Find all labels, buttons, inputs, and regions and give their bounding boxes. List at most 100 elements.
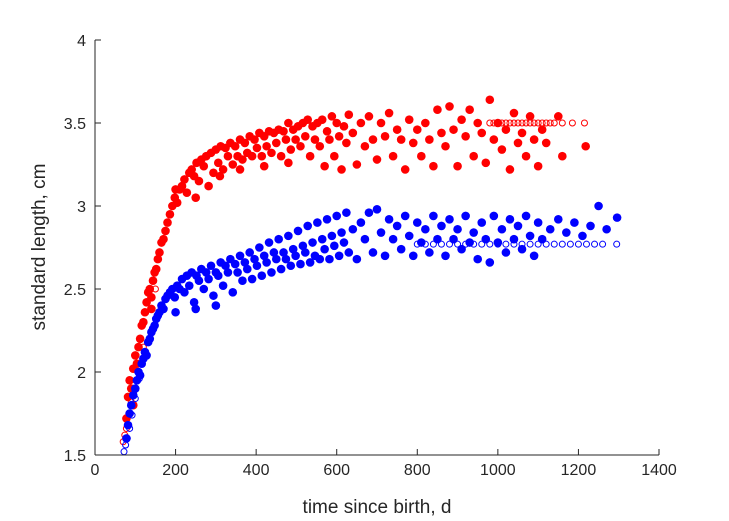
- data-point: [602, 224, 611, 234]
- data-point: [250, 254, 259, 264]
- data-point: [594, 201, 603, 211]
- data-point: [191, 193, 201, 202]
- data-point-open: [574, 240, 582, 248]
- x-tick-label: 600: [323, 462, 350, 479]
- data-point: [161, 226, 170, 236]
- data-point: [140, 307, 150, 317]
- data-point: [449, 125, 458, 134]
- data-point: [147, 293, 156, 302]
- data-point: [247, 151, 257, 161]
- x-tick-label: 1000: [480, 462, 516, 479]
- data-point: [170, 293, 180, 302]
- data-point: [148, 276, 158, 286]
- data-point: [322, 127, 332, 136]
- data-point: [404, 231, 414, 241]
- data-point: [215, 171, 225, 181]
- data-point-open: [546, 119, 554, 127]
- data-point: [276, 151, 286, 161]
- data-point-open: [498, 119, 506, 127]
- data-point: [218, 281, 228, 290]
- data-point: [235, 251, 245, 261]
- data-point: [204, 274, 213, 284]
- y-tick-label: 3.5: [64, 116, 86, 133]
- y-tick-label: 1.5: [64, 448, 86, 465]
- data-point: [513, 138, 523, 148]
- data-point: [332, 118, 342, 128]
- data-point: [489, 211, 499, 221]
- data-point: [209, 291, 218, 300]
- data-point: [199, 161, 209, 171]
- data-point: [317, 234, 327, 244]
- data-point: [267, 268, 276, 277]
- data-point: [334, 251, 344, 261]
- data-point-open: [534, 119, 542, 127]
- data-point: [509, 108, 519, 118]
- data-point: [252, 143, 262, 153]
- data-point: [223, 268, 233, 277]
- data-point: [342, 208, 351, 217]
- x-tick-label: 0: [91, 462, 100, 479]
- data-point: [368, 248, 378, 257]
- data-point: [380, 131, 390, 141]
- data-point: [529, 135, 539, 144]
- data-point: [300, 248, 310, 257]
- data-point: [529, 251, 539, 261]
- data-point: [545, 224, 555, 234]
- data-point: [252, 261, 262, 271]
- data-point: [230, 141, 240, 151]
- data-point: [421, 118, 430, 128]
- data-point-open: [510, 119, 518, 127]
- data-point-open: [502, 119, 510, 127]
- data-point: [461, 211, 470, 221]
- data-point: [493, 238, 503, 247]
- data-point-open: [128, 411, 136, 419]
- data-point: [325, 254, 334, 264]
- data-point: [303, 115, 313, 124]
- data-point: [250, 135, 259, 144]
- data-point: [553, 214, 563, 224]
- data-point: [171, 185, 180, 194]
- x-tick-label: 200: [162, 462, 189, 479]
- data-point: [344, 110, 354, 119]
- data-point: [376, 118, 386, 128]
- data-point: [240, 138, 250, 148]
- data-point-open: [591, 240, 599, 248]
- data-point: [485, 95, 495, 105]
- data-point: [130, 351, 140, 360]
- data-point: [473, 254, 483, 264]
- data-point-open: [526, 240, 534, 248]
- data-point: [396, 135, 406, 144]
- data-point: [322, 214, 332, 224]
- data-point-open: [534, 240, 542, 248]
- data-point: [259, 251, 269, 261]
- data-point: [337, 165, 346, 174]
- data-point-open: [120, 448, 128, 456]
- data-point: [199, 284, 209, 294]
- data-point: [525, 231, 535, 241]
- data-point: [356, 118, 366, 128]
- data-point: [469, 151, 478, 161]
- data-point: [194, 276, 204, 286]
- data-point: [286, 261, 296, 271]
- data-point: [481, 158, 491, 168]
- data-point: [469, 228, 478, 237]
- x-tick-label: 1400: [641, 462, 677, 479]
- data-point: [189, 297, 199, 307]
- data-point: [180, 175, 189, 184]
- data-point: [477, 128, 487, 138]
- data-point-open: [437, 240, 445, 248]
- data-point: [489, 135, 499, 144]
- data-point: [327, 231, 337, 241]
- x-tick-label: 1200: [561, 462, 597, 479]
- data-point: [201, 268, 211, 277]
- data-point-open: [131, 395, 139, 403]
- data-point: [481, 234, 491, 244]
- data-point: [586, 221, 595, 231]
- data-point: [235, 165, 245, 174]
- data-point-open: [558, 240, 566, 248]
- data-point-open: [518, 240, 526, 248]
- data-point: [245, 248, 254, 257]
- data-point-open: [490, 119, 498, 127]
- data-point: [330, 241, 339, 251]
- data-point: [303, 221, 313, 231]
